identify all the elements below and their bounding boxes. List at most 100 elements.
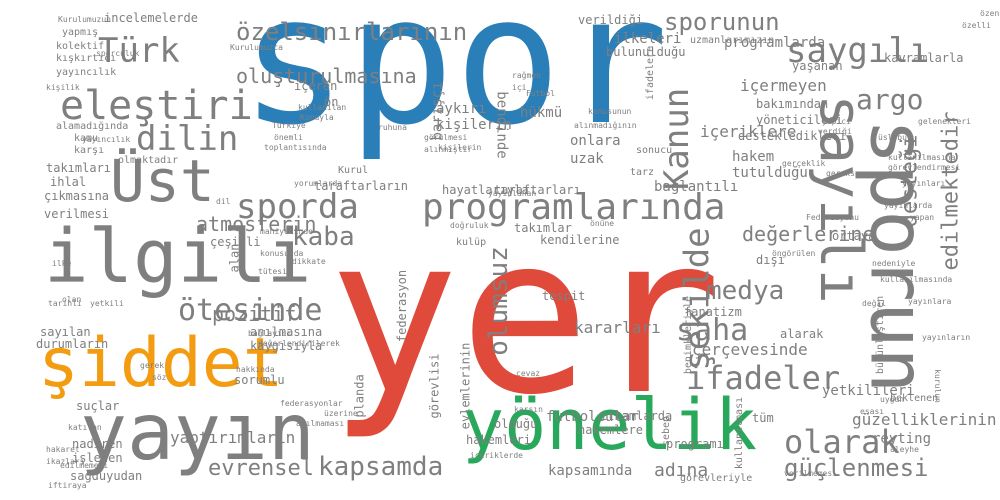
word: olumsuz [483, 246, 514, 356]
word: hakaret [46, 445, 80, 454]
word: kaba [292, 222, 355, 252]
word: katılan [68, 423, 102, 432]
word: uzak [570, 151, 604, 167]
word: içeriklerde [470, 451, 523, 460]
word: kapsamda [318, 452, 444, 482]
word: gelenekleri [918, 117, 971, 126]
word: üzerine [324, 409, 358, 418]
word: pozitif [212, 302, 297, 326]
word: çerçevesinde [692, 340, 808, 359]
word: reyting [872, 431, 932, 447]
word: Kurul [338, 165, 369, 176]
word: aykırı [436, 101, 487, 117]
word: kavramlarla [884, 51, 964, 65]
word: kolektif [56, 41, 105, 52]
word: gerekse [826, 169, 860, 178]
word: Kanun [657, 87, 698, 191]
word: Türk [98, 31, 180, 71]
word: kışkırtıcı [56, 53, 117, 64]
word: aşılmaması [296, 419, 345, 428]
word: olan [62, 295, 82, 304]
word: değil [862, 299, 887, 308]
word: yaptırımların [170, 428, 296, 447]
word: medya [706, 276, 785, 306]
word: ortaya [832, 229, 876, 243]
word: alamadığında [56, 121, 129, 132]
word: konusunun [588, 107, 632, 116]
word: kurulun [932, 369, 942, 403]
word: görevleriyle [680, 473, 753, 484]
word: Kurulumuzca [230, 43, 283, 52]
word: takımlar [514, 221, 572, 235]
word: dışı [756, 253, 785, 267]
word: sorumlu [234, 373, 285, 387]
word: alan [227, 243, 242, 273]
word: eleştiri [60, 83, 253, 129]
word: alınmadığının [574, 121, 637, 130]
word: karşı [74, 145, 105, 156]
word: güzelliklerinin [852, 410, 997, 429]
word: ihlal [50, 175, 87, 189]
word: çeşitli [210, 235, 261, 249]
word: ön [324, 95, 339, 109]
word: özelli [962, 21, 991, 30]
word: ifadelere [645, 45, 657, 101]
word: yapmış [62, 27, 99, 38]
word: evrensel [208, 456, 314, 481]
word: yayınların [922, 333, 971, 342]
word: anılmasına [250, 325, 323, 339]
word: mahiyetinde [260, 227, 313, 236]
word: oluşturulmasına [236, 64, 417, 88]
word: programlarında [422, 187, 726, 228]
word: kullanılması [734, 396, 746, 470]
word: dikkate [292, 257, 326, 266]
word: dilin [136, 119, 239, 159]
word: beklenen [890, 393, 939, 404]
word: öngörülen [772, 249, 816, 258]
word: görevlendirmesi [888, 163, 961, 172]
word: görevlisi [427, 353, 442, 419]
word: ötesinde [178, 293, 323, 328]
word: sporculuk [96, 49, 140, 58]
word: taraftarları [494, 183, 581, 197]
word: yayın [80, 388, 315, 478]
word: programlarda [724, 35, 826, 51]
word: tutulduğu [732, 165, 808, 181]
word: edilmektedir [938, 111, 964, 271]
word: Türkiye [272, 121, 306, 130]
word: sebep [661, 415, 673, 447]
word: kullanılmasına [888, 153, 956, 162]
word: benimkleriyle [683, 295, 695, 375]
word: nadiren [72, 437, 123, 451]
word: atmosferin [196, 212, 317, 236]
word: fanatizm [684, 305, 742, 319]
word: değerlendirilerek [258, 339, 340, 348]
word: adına [654, 460, 709, 481]
word: verilmemesi [784, 469, 837, 478]
word: federasyonlar [280, 399, 343, 408]
word: kaygısıyla [250, 339, 323, 353]
word: sonucu [636, 145, 673, 156]
word: önüne [590, 219, 615, 228]
word: hakem [732, 149, 775, 165]
word: özelsınırlarının [236, 18, 468, 46]
word: edilmemesi [60, 461, 109, 470]
word: söz [152, 373, 167, 382]
word: Federasyonu [806, 213, 859, 222]
word: takımları [46, 161, 112, 175]
word: hükmü [520, 105, 563, 121]
word: esası [860, 407, 885, 416]
word: kişilerin [436, 117, 512, 133]
word: hayatlarıyla [442, 183, 529, 197]
word: yetkili [90, 299, 124, 308]
word: saygılı [786, 31, 930, 71]
word: tespit [542, 289, 586, 303]
word: Kurulumuzun [58, 15, 111, 24]
word: programı [666, 437, 724, 451]
word: tütesi [258, 267, 287, 276]
word: tarihli [48, 299, 82, 308]
word: kamu [74, 133, 99, 144]
word: kararları [574, 318, 661, 337]
word: sayılan [40, 325, 91, 339]
